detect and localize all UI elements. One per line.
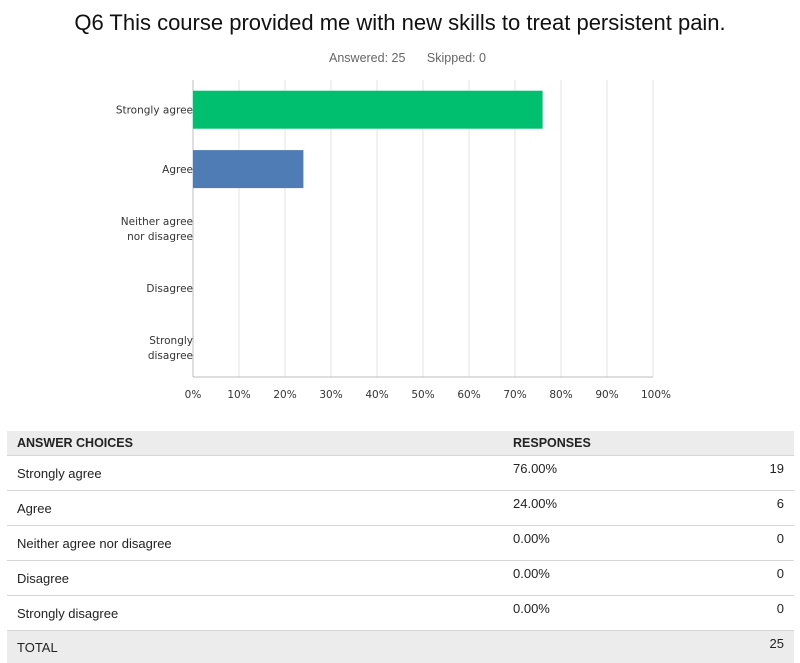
percent-cell: 0.00% [503, 561, 714, 596]
bar [193, 91, 543, 129]
percent-cell: 0.00% [503, 526, 714, 561]
header-answer-choices: ANSWER CHOICES [7, 431, 503, 456]
count-cell: 0 [714, 526, 794, 561]
header-responses: RESPONSES [503, 431, 714, 456]
percent-cell: 76.00% [503, 456, 714, 491]
x-tick-label: 90% [595, 389, 618, 401]
bar [193, 150, 303, 188]
table-row: Neither agree nor disagree 0.00% 0 [7, 526, 794, 561]
x-tick-label: 10% [227, 389, 250, 401]
table-row: Agree 24.00% 6 [7, 491, 794, 526]
x-tick-label: 70% [503, 389, 526, 401]
x-tick-label: 30% [319, 389, 342, 401]
choice-cell: Neither agree nor disagree [7, 526, 503, 561]
choice-cell: Agree [7, 491, 503, 526]
count-cell: 19 [714, 456, 794, 491]
percent-cell: 24.00% [503, 491, 714, 526]
x-tick-label: 0% [185, 389, 202, 401]
choice-cell: Strongly disagree [7, 596, 503, 631]
table-row: Strongly disagree 0.00% 0 [7, 596, 794, 631]
total-label: TOTAL [7, 631, 503, 663]
table-row: Strongly agree 76.00% 19 [7, 456, 794, 491]
x-tick-label: 50% [411, 389, 434, 401]
table-row: Disagree 0.00% 0 [7, 561, 794, 596]
table-header-row: ANSWER CHOICES RESPONSES [7, 431, 794, 456]
count-cell: 6 [714, 491, 794, 526]
percent-cell: 0.00% [503, 596, 714, 631]
x-tick-label: 20% [273, 389, 296, 401]
x-tick-labels: 0% 10% 20% 30% 40% 50% 60% 70% 80% 90% 100% [185, 389, 671, 401]
count-cell: 0 [714, 596, 794, 631]
category-label: Disagree [146, 283, 193, 295]
x-tick-label: 40% [365, 389, 388, 401]
total-spacer [503, 631, 714, 663]
x-tick-label: 100% [641, 389, 671, 401]
choice-cell: Strongly agree [7, 456, 503, 491]
x-tick-label: 80% [549, 389, 572, 401]
category-label: Agree [162, 164, 193, 176]
chart-bars [193, 91, 543, 188]
header-count [714, 431, 794, 456]
category-label: Strongly agree [116, 105, 193, 117]
total-row: TOTAL 25 [7, 631, 794, 663]
count-cell: 0 [714, 561, 794, 596]
x-tick-label: 60% [457, 389, 480, 401]
total-count: 25 [714, 631, 794, 663]
responses-table: ANSWER CHOICES RESPONSES Strongly agree … [7, 431, 794, 663]
choice-cell: Disagree [7, 561, 503, 596]
